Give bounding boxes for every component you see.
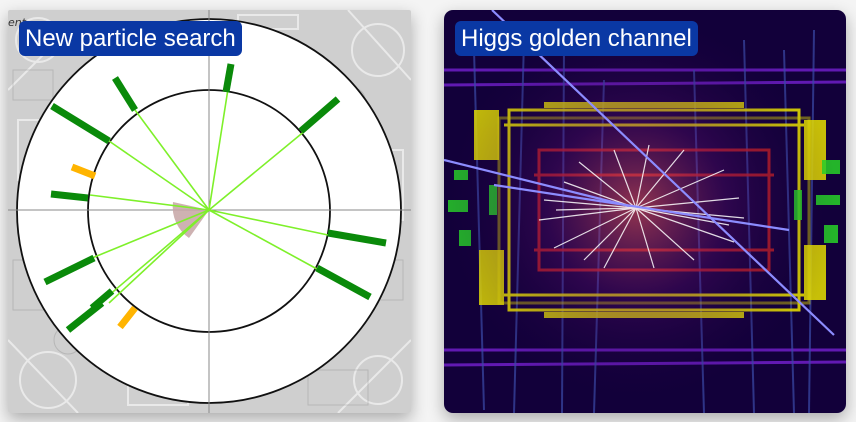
track-lines xyxy=(89,88,329,304)
higgs-event-image xyxy=(444,10,846,413)
calorimeter-hits xyxy=(43,63,387,333)
muon-lines xyxy=(444,10,835,336)
missing-energy-wedge xyxy=(172,202,209,238)
card-title-higgs-golden-channel: Higgs golden channel xyxy=(455,21,698,56)
particle-tracks xyxy=(538,144,745,269)
muon-hits xyxy=(70,163,138,330)
card-title-new-particle-search: New particle search xyxy=(19,21,242,56)
higgs-golden-channel-card[interactable]: Higgs golden channel xyxy=(444,10,846,413)
new-particle-search-card[interactable]: ent New particle search xyxy=(8,10,411,413)
event-display xyxy=(8,10,411,413)
